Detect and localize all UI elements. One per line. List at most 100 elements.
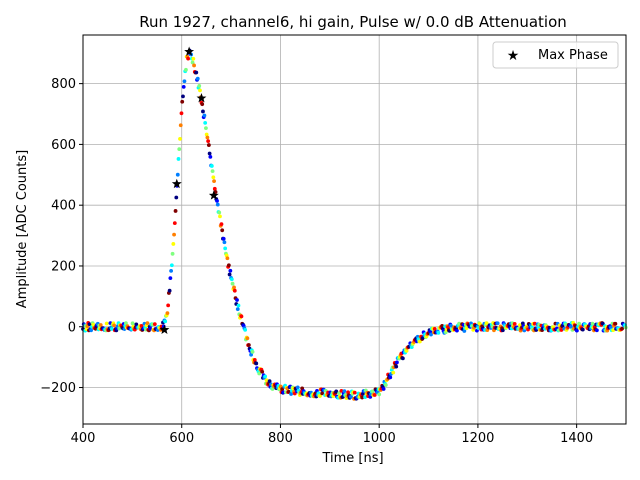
legend: ★ Max Phase — [492, 41, 619, 69]
pulse-point — [569, 325, 573, 329]
pulse-point — [395, 360, 399, 365]
pulse-point — [182, 79, 187, 84]
pulse-point — [388, 375, 393, 380]
pulse-point — [500, 328, 505, 333]
pulse-point — [289, 392, 293, 396]
pulse-point — [243, 327, 248, 332]
pulse-point — [209, 164, 214, 168]
pulse-point — [124, 321, 128, 326]
pulse-point — [436, 330, 441, 335]
pulse-point — [432, 326, 437, 331]
pulse-point — [210, 169, 215, 174]
pulse-point — [252, 358, 257, 362]
pulse-point — [203, 120, 208, 125]
pulse-point — [178, 136, 182, 141]
pulse-point — [363, 395, 368, 399]
pulse-point — [563, 322, 568, 327]
pulse-point — [221, 236, 226, 241]
pulse-point — [559, 328, 564, 332]
pulse-point — [98, 323, 103, 327]
legend-label-max-phase: Max Phase — [538, 48, 608, 63]
pulse-point — [215, 198, 219, 203]
pulse-point — [346, 390, 350, 395]
pulse-point — [246, 343, 251, 347]
pulse-point — [172, 221, 177, 226]
pulse-point — [320, 391, 325, 396]
pulse-point — [263, 374, 268, 379]
pulse-point — [212, 179, 216, 184]
x-tick-label: 1400 — [560, 431, 593, 446]
pulse-point — [532, 321, 537, 326]
y-tick-label: 0 — [68, 320, 76, 335]
pulse-point — [440, 324, 445, 328]
pulse-point — [594, 328, 599, 333]
pulse-point — [171, 242, 176, 246]
max-phase-star — [159, 324, 170, 334]
pulse-point — [176, 157, 181, 161]
pulse-point — [449, 323, 453, 328]
pulse-point — [226, 263, 231, 268]
pulse-point — [574, 328, 579, 333]
pulse-point — [381, 387, 386, 391]
x-tick-label: 1000 — [363, 431, 396, 446]
pulse-point — [180, 99, 185, 104]
pulse-point — [227, 272, 232, 277]
pulse-point — [580, 327, 585, 332]
pulse-point — [339, 388, 344, 393]
y-axis: −200 0 200 400 600 800 — [40, 77, 83, 396]
pulse-point — [163, 319, 168, 324]
pulse-point — [611, 328, 616, 333]
pulse-point — [257, 371, 262, 376]
pulse-point — [464, 326, 469, 331]
pulse-point — [229, 277, 234, 282]
pulse-point — [167, 288, 172, 293]
pulse-point — [170, 251, 175, 256]
max-phase-star — [208, 190, 219, 200]
pulse-point — [590, 321, 595, 326]
pulse-point — [383, 383, 388, 387]
pulse-point — [168, 276, 173, 281]
pulse-point — [165, 311, 170, 316]
y-tick-label: 800 — [51, 77, 76, 92]
pulse-point — [104, 321, 109, 326]
pulse-point — [173, 209, 178, 213]
pulse-point — [477, 322, 482, 326]
pulse-point — [404, 348, 409, 353]
x-axis: 400 600 800 1000 1200 1400 — [71, 424, 593, 446]
grid — [82, 35, 626, 424]
pulse-point — [349, 394, 353, 399]
pulse-point — [236, 303, 241, 308]
pulse-point — [391, 370, 396, 375]
pulse-point — [446, 325, 450, 330]
pulse-point — [342, 389, 347, 394]
pulse-point — [172, 232, 176, 237]
pulse-point — [206, 139, 211, 144]
pulse-point — [191, 56, 196, 61]
y-tick-label: 200 — [51, 259, 76, 274]
pulse-point — [117, 326, 122, 331]
pulse-point — [267, 379, 272, 384]
pulse-point — [220, 228, 225, 233]
pulse-point — [207, 151, 212, 156]
pulse-point — [223, 246, 228, 251]
pulse-point — [148, 326, 153, 331]
pulse-point — [201, 109, 205, 114]
pulse-point — [232, 288, 237, 293]
pulse-point — [91, 322, 96, 327]
pulse-point — [198, 88, 202, 93]
pulse-point — [145, 321, 150, 326]
pulse-point — [204, 126, 208, 131]
pulse-point — [577, 321, 581, 326]
pulse-point — [352, 390, 357, 395]
pulse-point — [222, 240, 227, 245]
pulse-point — [134, 322, 139, 327]
pulse-point — [370, 389, 375, 394]
pulse-point — [208, 154, 213, 159]
x-tick-label: 400 — [71, 431, 96, 446]
x-tick-label: 1200 — [461, 431, 494, 446]
pulse-point — [169, 263, 174, 268]
legend-box — [492, 41, 619, 69]
pulse-point — [89, 328, 94, 333]
pulse-point — [212, 186, 217, 191]
